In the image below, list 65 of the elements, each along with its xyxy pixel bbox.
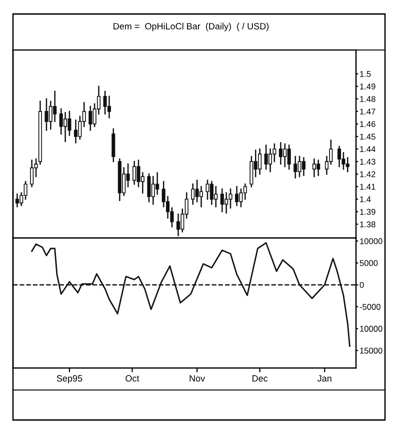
candlestick — [298, 156, 302, 178]
y-tick-label: 1.41 — [360, 184, 376, 190]
y-tick-label: 1.47 — [360, 108, 376, 114]
candlestick — [302, 157, 306, 176]
candlestick — [88, 106, 92, 131]
y-tick-label: 1.48 — [360, 96, 376, 102]
y-tick-label: 1.43 — [360, 158, 376, 165]
candlestick — [312, 158, 316, 178]
candlestick — [132, 160, 136, 185]
candlestick — [220, 188, 224, 212]
y-tick-label: 1.39 — [360, 208, 376, 215]
candlestick — [316, 160, 320, 176]
candlestick — [30, 160, 34, 188]
y-tick-label: 5000 — [360, 260, 378, 266]
candlestick — [107, 96, 111, 118]
candlestick — [176, 214, 180, 236]
candlestick — [24, 180, 28, 200]
candlestick — [294, 156, 298, 178]
candlestick — [214, 186, 218, 208]
candlestick — [210, 180, 214, 205]
y-tick-label: 1.49 — [360, 84, 376, 90]
candlestick — [346, 157, 350, 172]
candlestick — [264, 144, 268, 170]
x-tick-label: Oct — [126, 375, 140, 382]
candlestick — [53, 90, 57, 122]
y-tick-label: 15000 — [360, 348, 382, 354]
y-tick-label: 1.42 — [360, 171, 376, 178]
x-tick-label: Dec — [252, 375, 268, 382]
candlestick — [283, 143, 287, 168]
candlestick — [103, 90, 107, 115]
y-tick-label: 1.5 — [360, 71, 371, 77]
candlestick — [112, 128, 116, 162]
candlestick — [44, 98, 48, 131]
candlestick — [64, 112, 68, 142]
candlestick — [15, 194, 19, 208]
candlestick — [287, 144, 291, 170]
candlestick — [199, 186, 204, 208]
y-tick-label: 1.45 — [360, 134, 376, 140]
candlestick — [239, 188, 243, 208]
y-tick-label: 0 — [360, 282, 364, 288]
candlestick — [224, 192, 228, 214]
candlestick — [243, 183, 247, 200]
candlestick — [250, 156, 254, 188]
candlestick — [156, 172, 160, 195]
candlestick — [235, 186, 239, 206]
y-tick-label: 10000 — [360, 326, 382, 332]
y-tick-label: -5000 — [360, 304, 380, 310]
candlestick — [258, 148, 262, 175]
x-tick-label: Sep95 — [56, 375, 82, 384]
candlestick — [151, 176, 155, 205]
candlestick — [278, 142, 282, 165]
y-tick-label: 1.44 — [360, 146, 376, 152]
y-tick-label: 1.46 — [360, 121, 376, 128]
y-tick-label: 1.4 — [360, 196, 371, 202]
x-tick-label: Jan — [317, 375, 332, 382]
chart-title: Dem = OpHiLoCl Bar (Daily) ( / USD) — [114, 22, 269, 32]
x-tick-label: Nov — [190, 375, 206, 382]
candlestick — [147, 173, 151, 202]
candlestick — [74, 120, 78, 144]
y-tick-label: 10000 — [360, 238, 382, 244]
candlestick — [268, 148, 272, 172]
y-tick-label: 1.38 — [360, 221, 376, 228]
candlestick — [206, 180, 210, 200]
candlestick — [337, 146, 342, 168]
candlestick — [191, 183, 195, 205]
